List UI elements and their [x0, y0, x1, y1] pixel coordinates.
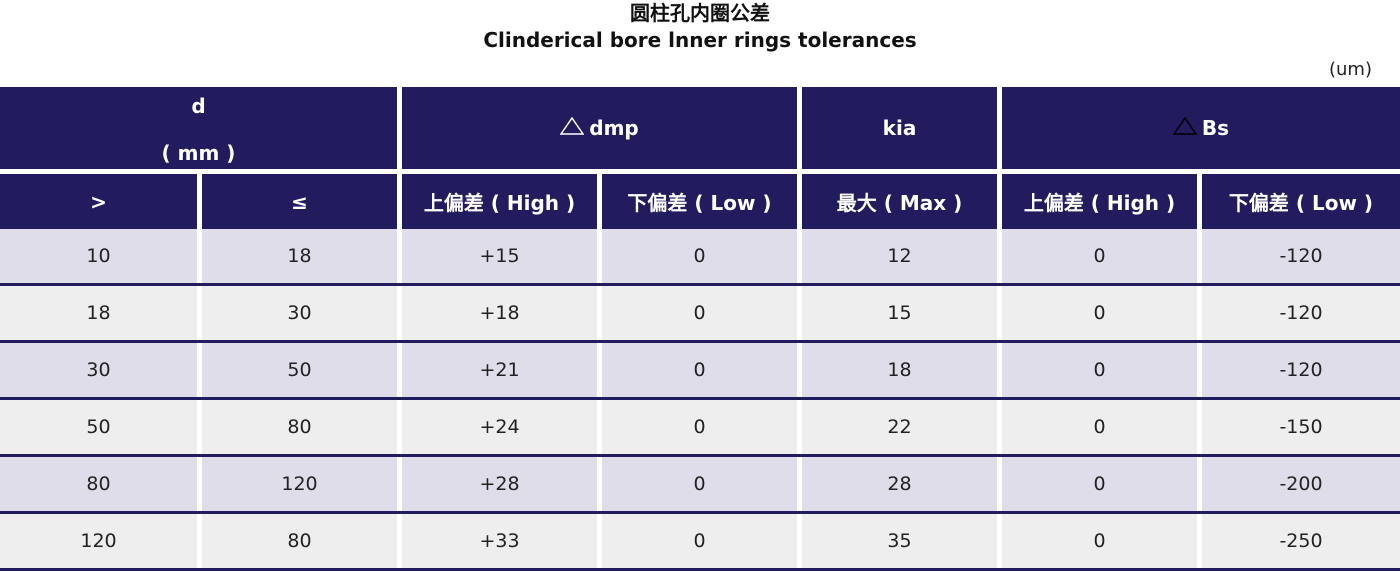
- cell-kia-max: 15: [802, 286, 997, 340]
- header-d: d ( mm ): [0, 87, 397, 169]
- header-dmp-label: dmp: [589, 116, 639, 140]
- header-bs-label: Bs: [1201, 116, 1230, 140]
- cell-dmp-high: +33: [402, 514, 597, 568]
- cell-kia-max: 22: [802, 400, 997, 454]
- cell-bs-high: 0: [1002, 229, 1197, 283]
- row-divider: [0, 454, 1400, 457]
- cell-dmp-low: 0: [602, 286, 797, 340]
- cell-le: 80: [202, 400, 397, 454]
- cell-bs-high: 0: [1002, 286, 1197, 340]
- cell-gt: 30: [0, 343, 197, 397]
- subheader-dmp-low: 下偏差 ( Low ): [602, 174, 797, 229]
- unit-label: (um): [1329, 59, 1372, 80]
- row-divider: [0, 511, 1400, 514]
- cell-bs-high: 0: [1002, 400, 1197, 454]
- header-dmp: dmp: [402, 87, 797, 169]
- cell-bs-high: 0: [1002, 514, 1197, 568]
- cell-bs-low: -150: [1202, 400, 1400, 454]
- cell-gt: 80: [0, 457, 197, 511]
- cell-dmp-high: +15: [402, 229, 597, 283]
- header-kia: kia: [802, 87, 997, 169]
- cell-bs-low: -250: [1202, 514, 1400, 568]
- cell-dmp-high: +18: [402, 286, 597, 340]
- cell-gt: 18: [0, 286, 197, 340]
- cell-dmp-low: 0: [602, 343, 797, 397]
- cell-dmp-high: +21: [402, 343, 597, 397]
- delta-triangle-icon: [1172, 116, 1198, 140]
- header-d-unit: ( mm ): [161, 141, 236, 165]
- cell-gt: 10: [0, 229, 197, 283]
- subheader-le: ≤: [202, 174, 397, 229]
- cell-le: 120: [202, 457, 397, 511]
- cell-le: 18: [202, 229, 397, 283]
- cell-bs-low: -120: [1202, 229, 1400, 283]
- cell-bs-high: 0: [1002, 457, 1197, 511]
- subheader-bs-low: 下偏差 ( Low ): [1202, 174, 1400, 229]
- row-divider: [0, 568, 1400, 571]
- subheader-dmp-high: 上偏差 ( High ): [402, 174, 597, 229]
- cell-dmp-low: 0: [602, 229, 797, 283]
- cell-kia-max: 18: [802, 343, 997, 397]
- cell-bs-high: 0: [1002, 343, 1197, 397]
- cell-kia-max: 12: [802, 229, 997, 283]
- delta-triangle-icon: [559, 116, 585, 140]
- subheader-bs-high: 上偏差 ( High ): [1002, 174, 1197, 229]
- cell-bs-low: -200: [1202, 457, 1400, 511]
- title-chinese: 圆柱孔内圈公差: [630, 1, 770, 25]
- cell-le: 80: [202, 514, 397, 568]
- subheader-gt: >: [0, 174, 197, 229]
- cell-dmp-high: +28: [402, 457, 597, 511]
- cell-dmp-low: 0: [602, 514, 797, 568]
- header-d-label: d: [191, 94, 206, 118]
- cell-dmp-high: +24: [402, 400, 597, 454]
- cell-bs-low: -120: [1202, 286, 1400, 340]
- cell-gt: 120: [0, 514, 197, 568]
- subheader-kia-max: 最大 ( Max ): [802, 174, 997, 229]
- cell-kia-max: 35: [802, 514, 997, 568]
- cell-gt: 50: [0, 400, 197, 454]
- cell-le: 50: [202, 343, 397, 397]
- cell-dmp-low: 0: [602, 400, 797, 454]
- row-divider: [0, 340, 1400, 343]
- cell-le: 30: [202, 286, 397, 340]
- cell-bs-low: -120: [1202, 343, 1400, 397]
- header-bs: Bs: [1002, 87, 1400, 169]
- row-divider: [0, 283, 1400, 286]
- cell-dmp-low: 0: [602, 457, 797, 511]
- header-kia-label: kia: [882, 116, 917, 140]
- title-english: Clinderical bore lnner rings tolerances: [483, 28, 917, 52]
- cell-kia-max: 28: [802, 457, 997, 511]
- row-divider: [0, 397, 1400, 400]
